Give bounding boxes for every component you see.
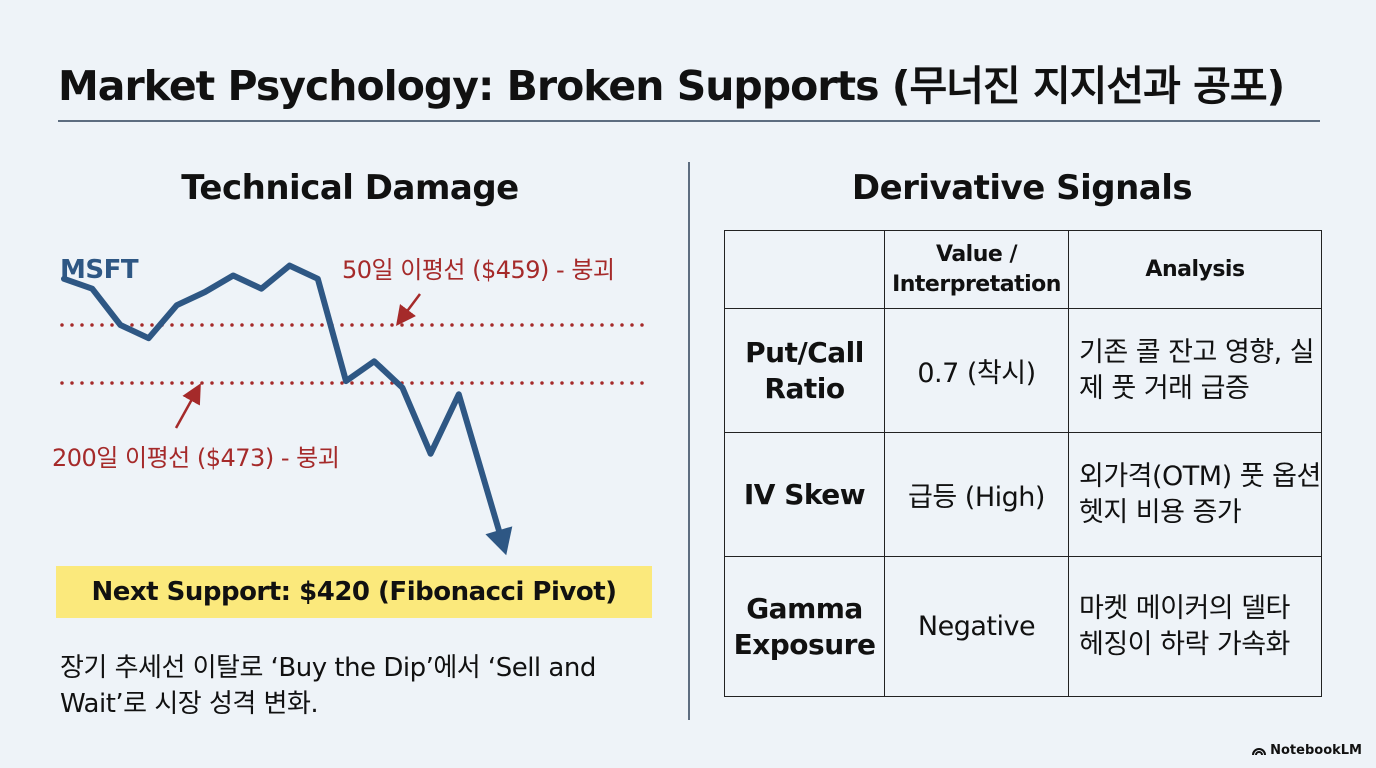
analysis-cell: 마켓 메이커의 델타 헤징이 하락 가속화 [1068,556,1322,697]
table-row: IV Skew 급등 (High) 외가격(OTM) 풋 옵션 헷지 비용 증가 [724,432,1322,557]
reference-pointer-arrow [396,293,421,326]
msft-price-line [61,262,505,541]
table-header-empty [724,230,885,309]
reference-line-label: 50일 이평선 ($459) - 붕괴 [342,256,615,284]
table-header-analysis: Analysis [1068,230,1322,309]
page-title: Market Psychology: Broken Supports (무너진 … [58,62,1285,110]
table-row: Put/Call Ratio 0.7 (착시) 기존 콜 잔고 영향, 실제 풋… [724,308,1322,433]
metric-cell: IV Skew [724,432,885,557]
series-label-msft: MSFT [60,255,139,285]
analysis-cell: 외가격(OTM) 풋 옵션 헷지 비용 증가 [1068,432,1322,557]
analysis-cell: 기존 콜 잔고 영향, 실제 풋 거래 급증 [1068,308,1322,433]
price-arrowhead [485,526,513,556]
table-header-row: Value / Interpretation Analysis [724,230,1322,309]
title-divider [58,120,1320,122]
value-cell: 0.7 (착시) [884,308,1069,433]
metric-cell: Gamma Exposure [724,556,885,697]
brand-label: NotebookLM [1270,743,1362,758]
table-header-value: Value / Interpretation [884,230,1069,309]
value-cell: 급등 (High) [884,432,1069,557]
reference-pointer-arrow [174,383,201,429]
next-support-callout: Next Support: $420 (Fibonacci Pivot) [56,566,652,618]
table-row: Gamma Exposure Negative 마켓 메이커의 델타 헤징이 하… [724,556,1322,697]
brand-watermark: NotebookLM [1252,743,1362,758]
value-cell: Negative [884,556,1069,697]
derivative-signals-table: Value / Interpretation Analysis Put/Call… [724,230,1322,697]
column-divider [688,162,690,720]
derivative-heading: Derivative Signals [851,168,1193,208]
technical-heading: Technical Damage [181,168,519,208]
reference-line-label: 200일 이평선 ($473) - 붕괴 [52,444,339,472]
table-header-value-label: Value / Interpretation [892,241,1061,297]
technical-summary: 장기 추세선 이탈로 ‘Buy the Dip’에서 ‘Sell and Wai… [60,653,596,719]
notebooklm-logo-icon [1252,747,1267,755]
metric-cell: Put/Call Ratio [724,308,885,433]
